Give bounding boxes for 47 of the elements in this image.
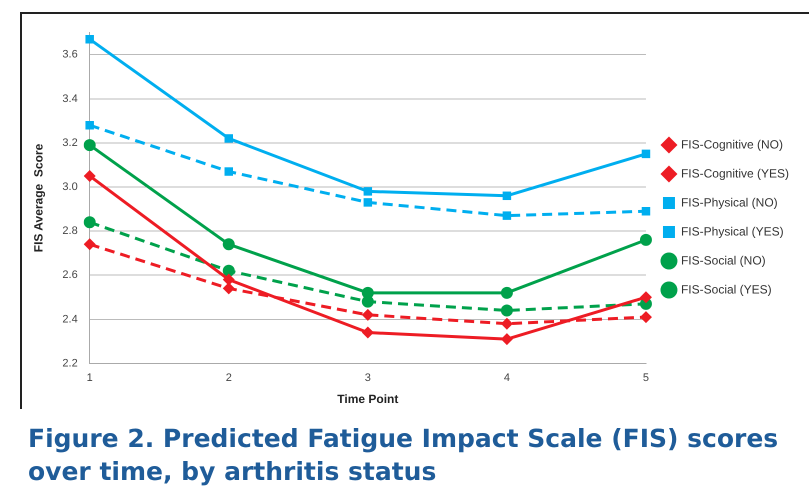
y-axis-title: FIS Average Score (32, 143, 46, 252)
x-tick-label: 3 (364, 372, 371, 384)
x-tick-label: 2 (226, 372, 232, 384)
point (84, 139, 96, 152)
point (362, 296, 374, 308)
point (640, 311, 652, 324)
point (500, 304, 513, 316)
point (364, 198, 372, 207)
point (364, 187, 372, 196)
legend-label: FIS-Social (NO) (680, 253, 766, 268)
point (84, 238, 96, 250)
point (640, 291, 652, 304)
y-tick-label: 2.6 (62, 269, 78, 282)
point (85, 34, 94, 44)
x-tick-label: 4 (504, 372, 510, 384)
y-tick-label: 3.2 (62, 136, 78, 149)
point (500, 318, 513, 330)
point (85, 120, 94, 130)
y-tick-label: 3.4 (62, 92, 78, 105)
point (224, 167, 234, 176)
point (642, 206, 650, 216)
text: Figure 2. Predicted Fatigue Impact Scale (FIS) scores over time, by arthritis status (28, 423, 780, 488)
point (84, 216, 96, 228)
y-tick-label: 2.2 (62, 357, 78, 370)
y-tick-label: 3.6 (62, 48, 78, 61)
x-axis-title: Time Point (337, 392, 398, 406)
point (502, 192, 512, 200)
legend-label: FIS-Cognitive (YES) (680, 166, 790, 180)
point (640, 234, 652, 246)
y-tick-label: 2.8 (62, 225, 78, 238)
point (500, 286, 513, 299)
legend-label: FIS-Physical (NO) (680, 195, 778, 210)
point (362, 326, 374, 339)
x-tick-label: 1 (86, 372, 93, 384)
x-tick-label: 5 (642, 372, 650, 384)
point (642, 150, 650, 158)
point (362, 308, 374, 321)
point (224, 134, 234, 143)
legend-label: FIS-Social (YES) (680, 282, 772, 296)
y-tick-label: 3.0 (62, 181, 78, 194)
point (502, 211, 512, 220)
point (84, 170, 96, 182)
point (222, 238, 235, 250)
legend-label: FIS-Cognitive (NO) (680, 137, 783, 152)
point (500, 333, 513, 346)
y-tick-label: 2.4 (62, 313, 78, 326)
legend-label: FIS-Physical (YES) (680, 224, 784, 238)
